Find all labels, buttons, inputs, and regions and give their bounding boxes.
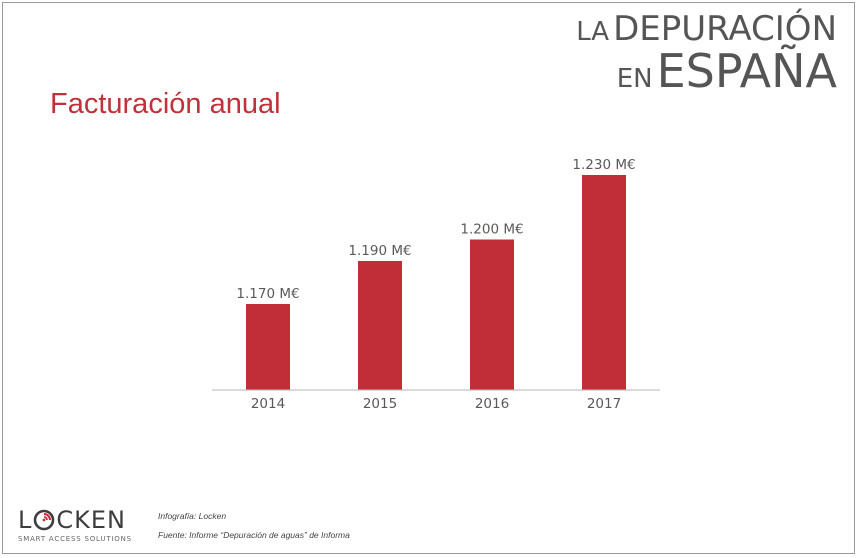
credit-fuente: Fuente: Informe “Depuración de aguas” de… xyxy=(158,530,350,540)
data-label-2014: 1.170 M€ xyxy=(236,286,299,302)
brand-depuracion: DEPURACIÓN xyxy=(613,9,837,49)
brand-en: EN xyxy=(616,64,653,94)
credits: Infografía: Locken Fuente: Informe “Depu… xyxy=(158,511,350,549)
data-label-2016: 1.200 M€ xyxy=(460,222,523,238)
locken-logo: L CKEN SMART ACCESS SOLUTIONS xyxy=(18,508,132,543)
logo-tagline: SMART ACCESS SOLUTIONS xyxy=(18,535,132,543)
tick-label-2016: 2016 xyxy=(475,396,509,412)
tick-label-2014: 2014 xyxy=(251,396,285,412)
brand-header: LA DEPURACIÓN EN ESPAÑA xyxy=(576,12,837,94)
bar-2014 xyxy=(246,304,290,390)
logo-o-icon xyxy=(33,509,55,531)
tick-label-2017: 2017 xyxy=(587,396,621,412)
brand-la: LA xyxy=(576,17,610,47)
brand-espana: ESPAÑA xyxy=(656,44,837,98)
chart-title: Facturación anual xyxy=(50,88,281,120)
credit-infografia: Infografía: Locken xyxy=(158,511,227,521)
bar-2015 xyxy=(358,261,402,390)
data-label-2015: 1.190 M€ xyxy=(348,243,411,259)
bar-2016 xyxy=(470,239,514,390)
bar-2017 xyxy=(582,175,626,390)
data-label-2017: 1.230 M€ xyxy=(572,157,635,173)
logo-letter-l: L xyxy=(18,506,33,534)
tick-label-2015: 2015 xyxy=(363,396,397,412)
logo-word-rest: CKEN xyxy=(56,506,126,534)
